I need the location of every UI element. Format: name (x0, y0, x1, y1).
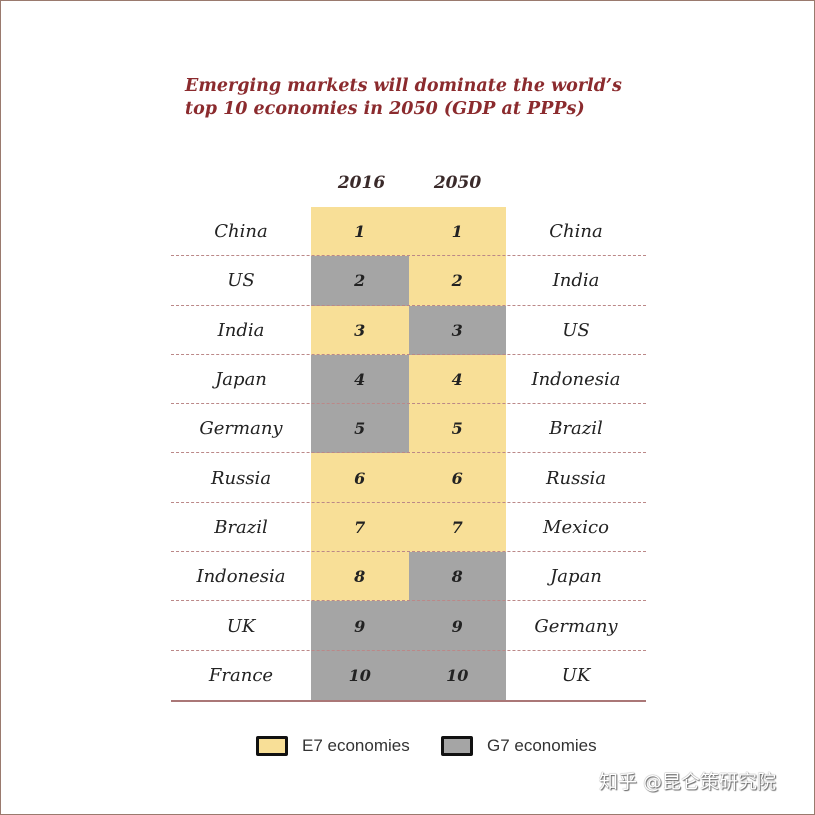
rank-cell-2016: 9 (311, 601, 409, 651)
country-2016: US (227, 270, 255, 292)
rank-cell-2050: 2 (408, 256, 506, 306)
column-header-2050: 2050 (433, 173, 482, 193)
rank-cell-2016: 4 (311, 354, 409, 405)
rank-cell-2050: 4 (408, 354, 506, 405)
legend-label: G7 economies (487, 736, 597, 755)
table-row: Russia 6 6 Russia (171, 453, 646, 504)
country-2050: Germany (534, 615, 618, 637)
g7-swatch (441, 736, 473, 756)
country-2050: India (552, 270, 600, 292)
table-row: Japan 4 4 Indonesia (171, 354, 646, 405)
country-2050: Mexico (543, 516, 609, 538)
country-2050: Russia (545, 467, 607, 489)
legend-item-e7: E7 economies (256, 736, 410, 756)
country-2016: Germany (199, 418, 283, 440)
rank-cell-2050: 8 (408, 552, 506, 602)
table-row: China 1 1 China (171, 207, 646, 257)
watermark: 知乎 @昆仑策研究院 (599, 771, 777, 793)
rank-cell-2050: 1 (408, 207, 506, 257)
rank-cell-2050: 6 (408, 453, 506, 503)
rank-cell-2050: 5 (408, 404, 506, 454)
rank-cell-2016: 10 (311, 650, 409, 700)
table-row: Indonesia 8 8 Japan (171, 552, 646, 602)
rank-cell-2050: 3 (408, 305, 506, 355)
table-row: France 10 10 UK (171, 650, 646, 702)
rank-cell-2050: 7 (408, 502, 506, 553)
rank-cell-2016: 5 (311, 404, 409, 454)
column-header-2016: 2016 (337, 173, 386, 193)
country-2016: Brazil (214, 516, 268, 538)
table-row: Germany 5 5 Brazil (171, 404, 646, 454)
country-2050: Brazil (549, 418, 603, 440)
chart-title: Emerging markets will dominate the world… (185, 76, 622, 119)
country-2050: Indonesia (531, 369, 621, 391)
rank-cell-2016: 2 (311, 256, 409, 306)
table-row: Brazil 7 7 Mexico (171, 502, 646, 553)
rank-cell-2016: 8 (311, 552, 409, 602)
ranking-table: China 1 1 China US 2 2 India India 3 3 US Japan 4 4 Ind… (171, 207, 646, 702)
table-row: US 2 2 India (171, 256, 646, 306)
country-2050: US (562, 319, 590, 341)
country-2050: Japan (550, 566, 602, 588)
rank-cell-2050: 10 (408, 650, 506, 700)
country-2016: Russia (210, 467, 272, 489)
country-2016: China (214, 221, 268, 243)
e7-swatch (256, 736, 288, 756)
table-row: India 3 3 US (171, 305, 646, 356)
rank-cell-2016: 3 (311, 305, 409, 355)
rank-cell-2016: 1 (311, 207, 409, 257)
country-2016: India (217, 319, 265, 341)
country-2016: Indonesia (196, 566, 286, 588)
table-row: UK 9 9 Germany (171, 601, 646, 651)
country-2016: France (208, 664, 274, 686)
country-2016: Japan (215, 369, 267, 391)
rank-cell-2050: 9 (408, 601, 506, 651)
rank-cell-2016: 6 (311, 453, 409, 503)
country-2050: UK (561, 664, 591, 686)
country-2016: UK (226, 615, 256, 637)
legend-label: E7 economies (302, 736, 410, 755)
legend-item-g7: G7 economies (441, 736, 597, 756)
country-2050: China (549, 221, 603, 243)
rank-cell-2016: 7 (311, 502, 409, 553)
